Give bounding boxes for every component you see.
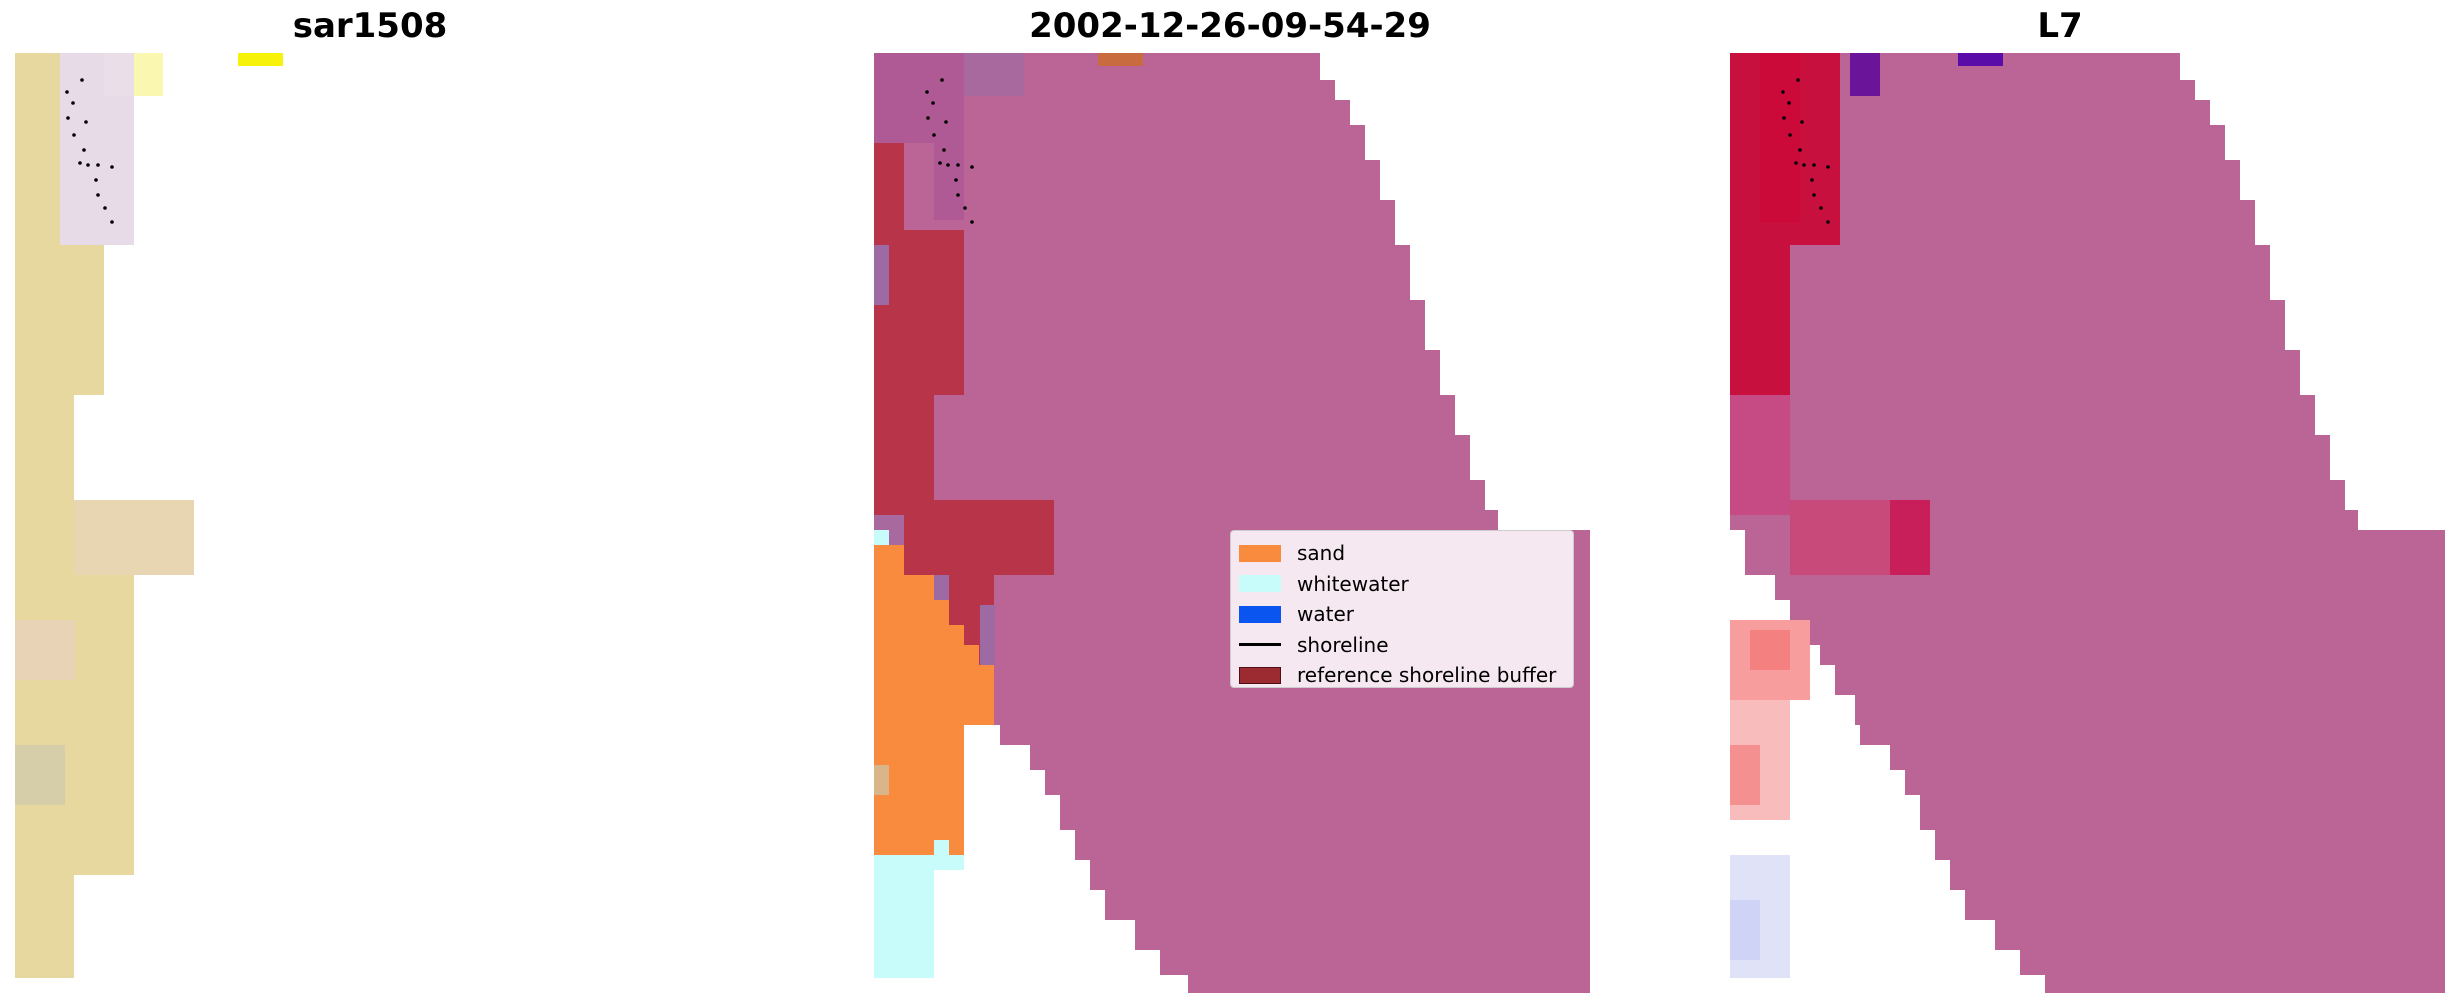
rgb-beige-band [74, 500, 194, 575]
legend-label-buffer: reference shoreline buffer [1297, 663, 1557, 688]
rgb-grey-blob [15, 745, 65, 805]
reference-buffer-area [874, 140, 1054, 695]
index-shoreline-points [1781, 78, 1830, 224]
rgb-shoreline-points [65, 78, 114, 224]
index-purple-patch [1850, 53, 1880, 96]
index-violet-marker [1958, 53, 2003, 66]
legend-label-sand: sand [1297, 541, 1346, 566]
classification-image [874, 53, 1590, 993]
legend-item-shoreline: shoreline [1239, 630, 1573, 661]
whitewater-patch-2 [934, 840, 949, 855]
legend-item-whitewater: whitewater [1239, 569, 1573, 600]
panel-title-rgb: sar1508 [292, 6, 448, 46]
rgb-pink-blob [15, 620, 75, 680]
index-mid-area [1730, 395, 1790, 515]
whitewater-patch-3 [874, 530, 889, 545]
buffer-overlap-patch-2 [964, 53, 1024, 96]
whitewater-area [874, 855, 934, 978]
legend-label-whitewater: whitewater [1297, 571, 1409, 596]
index-land-mask [1730, 53, 2445, 993]
panel-title-index: L7 [2037, 6, 2083, 46]
panel-index: L7 [1660, 0, 2460, 1006]
index-high-inner [1760, 53, 1800, 223]
index-blue-core [1730, 900, 1760, 960]
whitewater-patch [934, 855, 964, 870]
index-band-red-strong [1890, 500, 1930, 575]
legend-swatch-buffer [1239, 666, 1281, 684]
index-red-blob-core [1750, 630, 1790, 670]
legend-swatch-shoreline [1239, 643, 1281, 647]
legend-label-shoreline: shoreline [1297, 632, 1389, 657]
index-high-area [1730, 53, 1840, 395]
legend-swatch-sand [1239, 544, 1281, 562]
rgb-yellow-marker [238, 53, 283, 66]
buffer-overlap-patch-3 [934, 120, 964, 220]
panel-classification: 2002-12-26-09-54-29 [800, 0, 1660, 1006]
rgb-lavender-area [60, 53, 134, 245]
legend-swatch-whitewater [1239, 575, 1281, 593]
sand-area [874, 545, 994, 855]
panel-rgb: sar1508 [0, 0, 800, 1006]
buffer-overlap-patch-7 [980, 605, 995, 665]
land-mask-area [874, 53, 1590, 993]
orange-marker [1098, 53, 1143, 66]
sand-pale-patch [874, 765, 889, 795]
legend: sand whitewater water shoreline referenc… [1230, 530, 1574, 688]
rgb-image [15, 53, 283, 978]
legend-swatch-water [1239, 605, 1281, 623]
legend-label-water: water [1297, 602, 1354, 627]
index-image [1730, 53, 2445, 993]
classification-shoreline-points [925, 78, 974, 224]
index-red-streak-core [1730, 745, 1760, 805]
panel-title-classification: 2002-12-26-09-54-29 [1029, 6, 1431, 46]
buffer-overlap-patch-6 [934, 575, 949, 605]
legend-item-water: water [1239, 599, 1573, 630]
buffer-overlap-patch-4 [874, 245, 889, 305]
legend-item-buffer: reference shoreline buffer [1239, 660, 1573, 691]
legend-item-sand: sand [1239, 538, 1573, 569]
